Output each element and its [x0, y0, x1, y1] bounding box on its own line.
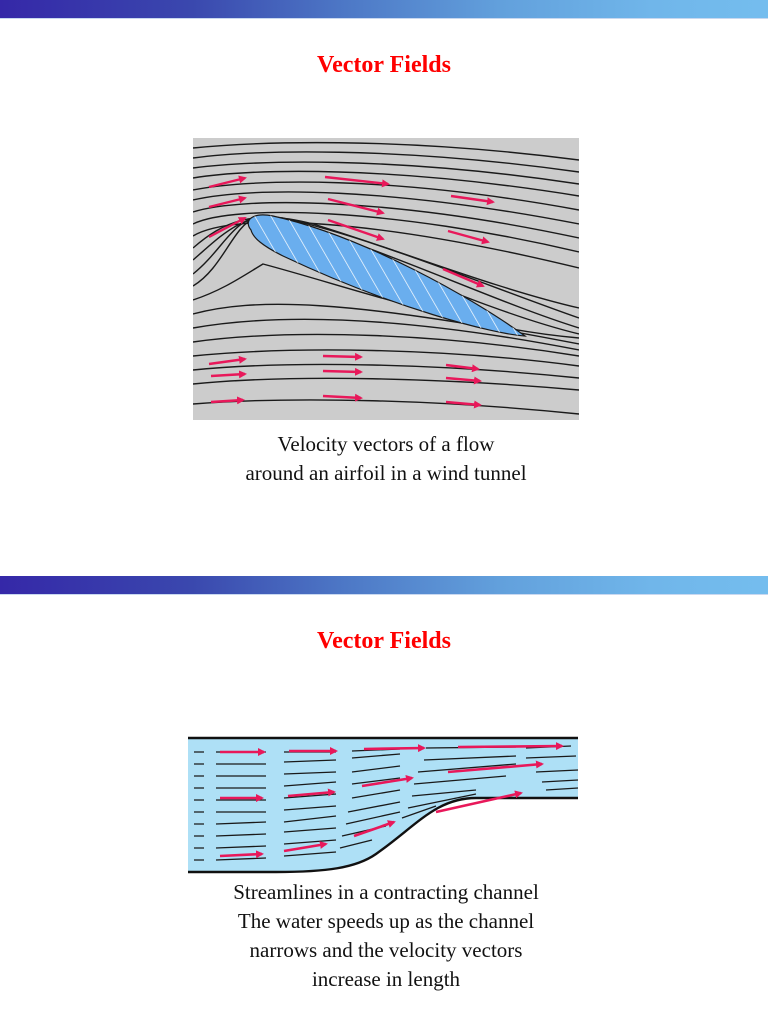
header-gradient-bar: [0, 0, 768, 19]
header-gradient-bar: [0, 576, 768, 595]
caption-line: around an airfoil in a wind tunnel: [245, 461, 527, 485]
caption-line: Streamlines in a contracting channel: [233, 880, 539, 904]
caption-line: increase in length: [311, 967, 461, 991]
airfoil-flow-figure: [193, 138, 579, 420]
caption-line: Velocity vectors of a flow: [277, 432, 495, 456]
slide-title: Vector Fields: [317, 628, 451, 654]
figure-caption: Velocity vectors of a flow around an air…: [186, 430, 586, 488]
caption-line: narrows and the velocity vectors: [249, 938, 523, 962]
slide-1: Vector Fields: [0, 0, 768, 488]
caption-line: The water speeds up as the channel: [237, 909, 535, 933]
figure-caption: Streamlines in a contracting channel The…: [186, 878, 586, 994]
slide-title: Vector Fields: [317, 52, 451, 78]
slide-2: Vector Fields: [0, 576, 768, 1024]
channel-flow-figure: [188, 736, 579, 874]
